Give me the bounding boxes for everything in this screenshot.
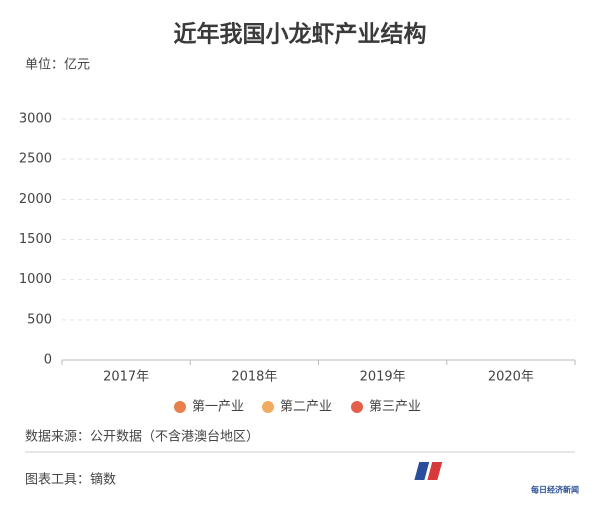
legend-swatch — [262, 401, 274, 413]
y-tick-label: 2000 — [19, 192, 52, 207]
legend-swatch — [174, 401, 186, 413]
logo-mark — [427, 462, 443, 480]
legend-label: 第二产业 — [280, 400, 332, 415]
logo-text: 每日经济新闻 — [531, 485, 579, 495]
x-tick-label: 2020年 — [488, 370, 534, 385]
y-tick-label: 1500 — [19, 232, 52, 247]
y-tick-label: 0 — [44, 353, 52, 368]
legend-swatch — [351, 401, 363, 413]
unit-label: 单位：亿元 — [25, 58, 90, 73]
chart-title: 近年我国小龙虾产业结构 — [174, 21, 427, 48]
tool: 图表工具：镝数 — [25, 472, 116, 488]
y-tick-label: 2500 — [19, 152, 52, 167]
legend-label: 第一产业 — [192, 400, 244, 415]
y-tick-label: 1000 — [19, 272, 52, 287]
x-tick-label: 2018年 — [231, 370, 277, 385]
logo-mark — [414, 462, 430, 480]
y-tick-label: 500 — [27, 312, 52, 327]
x-tick-label: 2019年 — [360, 370, 406, 385]
legend-label: 第三产业 — [369, 400, 421, 415]
source: 数据来源：公开数据（不含港澳台地区） — [25, 429, 259, 445]
x-tick-label: 2017年 — [103, 370, 149, 385]
y-tick-label: 3000 — [19, 112, 52, 127]
